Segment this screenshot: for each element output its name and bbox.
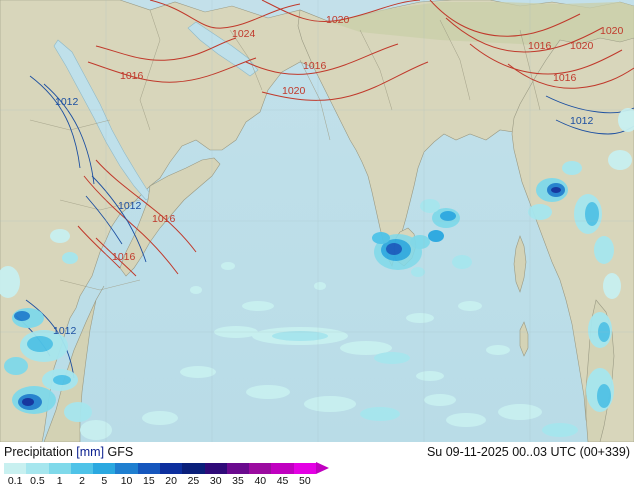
- color-swatch-11: [249, 463, 272, 474]
- legend-model: GFS: [107, 445, 134, 459]
- map-canvas[interactable]: 1024 1020 1020 1016 1020 1016 1016 1020 1016 1012…: [0, 0, 634, 442]
- tick-label-2: 1: [56, 475, 63, 487]
- color-swatch-2: [48, 463, 71, 474]
- color-swatch-5: [115, 463, 138, 474]
- precipitation-layer: [0, 108, 634, 440]
- tick-label-0: 0.1: [7, 475, 23, 487]
- landmass-southeast-asia: [511, 37, 634, 442]
- color-swatch-9: [204, 463, 227, 474]
- color-scale-ticks: 0.1 0.5 1 2 5 10 15 20 25 30 35 40 45 50: [0, 475, 330, 489]
- tick-label-4: 5: [101, 475, 108, 487]
- color-swatch-10: [226, 463, 250, 474]
- landmass-himalaya: [330, 2, 634, 48]
- tick-label-13: 50: [299, 475, 311, 487]
- legend-unit: [mm]: [76, 445, 105, 459]
- color-swatch-13: [293, 463, 316, 474]
- color-swatch-12: [271, 463, 294, 474]
- color-swatch-6: [137, 463, 160, 474]
- tick-label-3: 2: [79, 475, 85, 487]
- tick-label-8: 25: [187, 475, 200, 487]
- isobar-label: 1016: [152, 213, 176, 225]
- isobar-label: 1016: [528, 40, 552, 52]
- legend-title: Precipitation [mm] GFS: [4, 445, 133, 459]
- color-swatch-1: [26, 463, 49, 474]
- color-scale: [4, 463, 316, 474]
- isobar-label: 1016: [303, 60, 327, 72]
- isobar-label: 1016: [553, 72, 577, 84]
- tick-label-7: 20: [165, 475, 177, 487]
- tick-label-5: 10: [120, 475, 133, 487]
- country-borders: [29, 9, 541, 291]
- color-scale-arrow: [316, 462, 329, 474]
- landmass-nicobar-islands: [519, 321, 529, 357]
- isobar-label: 1020: [570, 40, 594, 52]
- isobar-label: 1020: [600, 25, 624, 37]
- tick-label-10: 35: [232, 475, 244, 487]
- isobar-label: 1016: [112, 251, 136, 263]
- legend-datetime: Su 09-11-2025 00..03 UTC (00+339): [426, 445, 630, 459]
- color-swatch-8: [182, 463, 205, 474]
- isobar-label: 1012: [53, 325, 77, 337]
- tick-label-6: 15: [143, 475, 155, 487]
- isobar-label: 1024: [232, 28, 256, 40]
- tick-label-9: 30: [209, 475, 222, 487]
- legend-bar: Precipitation [mm] GFS Su 09-11-2025 00.…: [0, 442, 634, 490]
- tick-label-12: 45: [276, 475, 289, 487]
- isobar-label: 1020: [326, 14, 350, 26]
- color-swatch-3: [70, 463, 94, 474]
- isobar-lines: [77, 0, 634, 277]
- legend-label: Precipitation: [4, 445, 73, 459]
- isobar-label: 1012: [570, 115, 594, 127]
- isobar-label: 1012: [55, 96, 79, 108]
- color-swatch-0: [4, 463, 27, 474]
- tick-label-1: 0.5: [30, 475, 45, 487]
- isobar-label: 1020: [282, 85, 306, 97]
- landmass-andaman-islands: [513, 235, 527, 293]
- landmass-horn-of-africa: [119, 157, 221, 277]
- color-swatch-7: [159, 463, 183, 474]
- geography-layer: [0, 0, 634, 442]
- isobar-label: 1012: [118, 200, 142, 212]
- tick-label-11: 40: [254, 475, 267, 487]
- color-swatch-4: [93, 463, 116, 474]
- graticule: [0, 0, 634, 442]
- isobar-label: 1016: [120, 70, 144, 82]
